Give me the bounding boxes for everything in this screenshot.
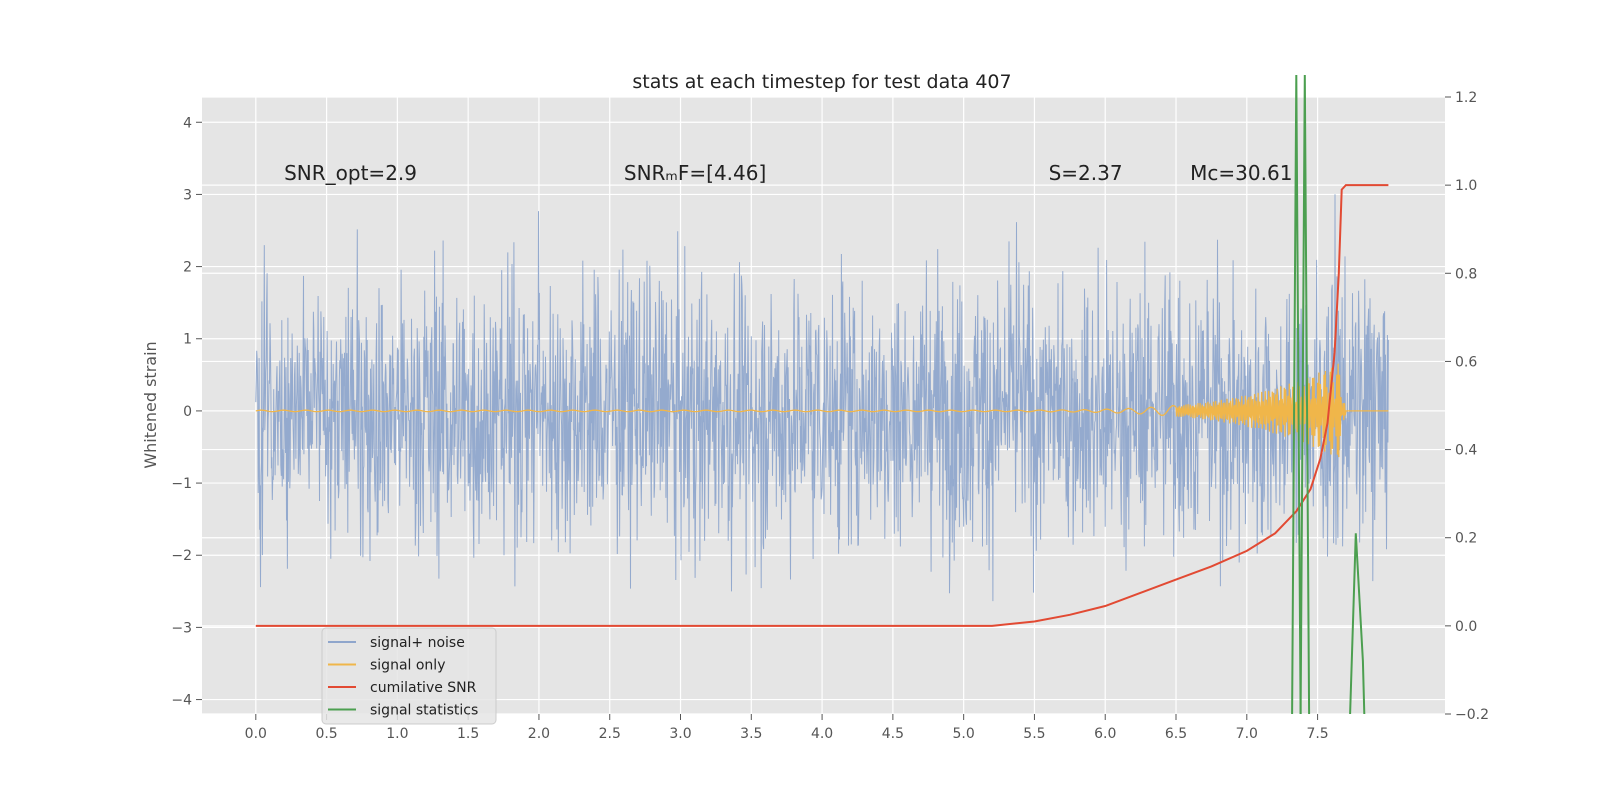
y-tick-label: −3 bbox=[171, 620, 192, 636]
y2-tick-label: 0.4 bbox=[1455, 443, 1477, 459]
y2-tick-label: 0.0 bbox=[1455, 619, 1477, 635]
x-tick-label: 6.0 bbox=[1094, 726, 1116, 742]
y2-tick-label: 0.2 bbox=[1455, 531, 1477, 547]
x-tick-label: 6.5 bbox=[1165, 726, 1187, 742]
y-axis-ticks: 4 3 2 1 0 −1 −2 −3 −4 bbox=[171, 115, 202, 709]
signal-statistics-line bbox=[1349, 533, 1366, 715]
x-tick-label: 7.0 bbox=[1236, 726, 1258, 742]
y-tick-label: 1 bbox=[183, 332, 192, 348]
y-tick-label: 3 bbox=[183, 187, 192, 203]
signal-only-line bbox=[255, 363, 1389, 458]
cumulative-snr-series bbox=[255, 184, 1389, 627]
x-axis-ticks: 0.0 0.5 1.0 1.5 2.0 2.5 3.0 3.5 4.0 4.5 5.0 5.5 6.0 6… bbox=[245, 714, 1329, 742]
x-tick-label: 3.5 bbox=[740, 726, 762, 742]
annotations: SNR_opt=2.9 SNRₘF=[4.46] S=2.37 Mc=30.61 bbox=[284, 161, 1292, 185]
cumulative-snr-line bbox=[255, 184, 1389, 627]
x-tick-label: 4.5 bbox=[882, 726, 904, 742]
x-tick-label: 0.5 bbox=[315, 726, 337, 742]
x-tick-label: 3.0 bbox=[669, 726, 691, 742]
x-tick-label: 1.0 bbox=[386, 726, 408, 742]
annotation-text: Mc=30.61 bbox=[1190, 161, 1292, 185]
y-tick-label: 0 bbox=[183, 404, 192, 420]
signal-statistics-series bbox=[1291, 74, 1366, 715]
y-tick-label: 2 bbox=[183, 260, 192, 276]
y2-tick-label: 1.0 bbox=[1455, 178, 1477, 194]
y-tick-label: −1 bbox=[171, 476, 192, 492]
y2-axis-ticks: 1.2 1.0 0.8 0.6 0.4 0.2 0.0 −0.2 bbox=[1445, 90, 1489, 723]
y-tick-label: 4 bbox=[183, 115, 192, 131]
y2-tick-label: −0.2 bbox=[1455, 707, 1489, 723]
x-tick-label: 7.5 bbox=[1306, 726, 1328, 742]
x-tick-label: 2.5 bbox=[599, 726, 621, 742]
y-tick-label: −2 bbox=[171, 548, 192, 564]
signal-statistics-line bbox=[1299, 74, 1311, 715]
legend: signal+ noise signal only cumilative SNR si… bbox=[321, 627, 497, 725]
signal-series bbox=[255, 363, 1389, 458]
x-tick-label: 5.0 bbox=[953, 726, 975, 742]
y2-tick-label: 1.2 bbox=[1455, 90, 1477, 106]
annotation-text: SNRₘF=[4.46] bbox=[624, 161, 766, 185]
legend-label: signal+ noise bbox=[370, 635, 465, 651]
y-axis-label: Whitened strain bbox=[141, 341, 160, 468]
annotation-text: SNR_opt=2.9 bbox=[284, 161, 417, 185]
legend-label: signal only bbox=[370, 658, 445, 674]
x-tick-label: 2.0 bbox=[528, 726, 550, 742]
y-tick-label: −4 bbox=[171, 693, 192, 709]
annotation-text: S=2.37 bbox=[1049, 161, 1123, 185]
chart-title: stats at each timestep for test data 407 bbox=[632, 71, 1011, 93]
y2-tick-label: 0.8 bbox=[1455, 266, 1477, 282]
x-tick-label: 0.0 bbox=[245, 726, 267, 742]
legend-label: signal statistics bbox=[370, 703, 478, 719]
legend-box bbox=[321, 627, 497, 725]
y2-tick-label: 0.6 bbox=[1455, 354, 1477, 370]
legend-label: cumilative SNR bbox=[370, 680, 477, 696]
x-tick-label: 1.5 bbox=[457, 726, 479, 742]
x-tick-label: 5.5 bbox=[1023, 726, 1045, 742]
x-tick-label: 4.0 bbox=[811, 726, 833, 742]
signal-statistics-line bbox=[1291, 74, 1302, 715]
